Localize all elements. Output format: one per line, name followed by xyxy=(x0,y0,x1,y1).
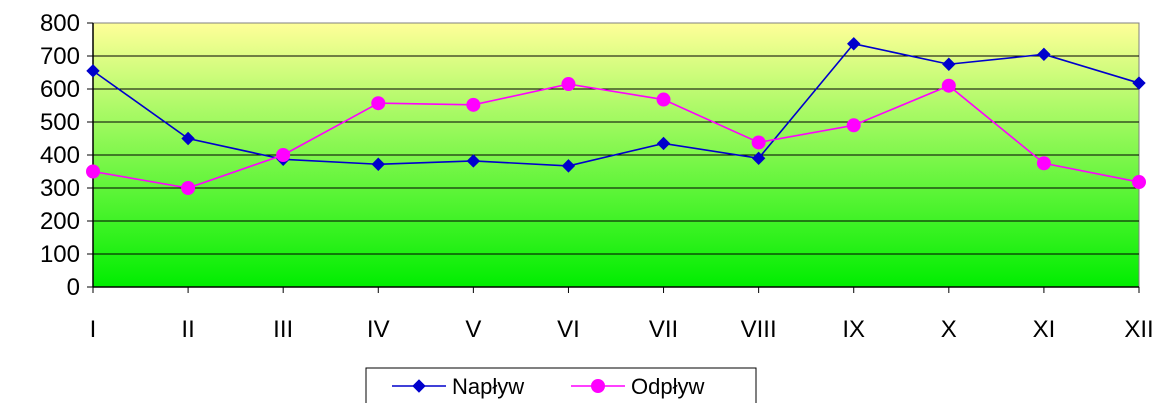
x-tick-label: XII xyxy=(1124,316,1153,343)
x-tick-label: VI xyxy=(557,316,580,343)
data-point xyxy=(751,135,766,150)
x-tick-label: XI xyxy=(1033,316,1056,343)
y-tick-label: 500 xyxy=(40,109,80,136)
y-tick-label: 0 xyxy=(67,274,80,301)
legend-marker xyxy=(412,379,426,393)
x-tick-label: VIII xyxy=(741,316,777,343)
data-point xyxy=(846,118,861,133)
y-tick-label: 700 xyxy=(40,43,80,70)
data-point xyxy=(656,136,671,151)
y-tick-label: 200 xyxy=(40,208,80,235)
data-point xyxy=(942,57,956,71)
data-point xyxy=(276,148,291,162)
data-point xyxy=(561,77,576,92)
y-tick-label: 400 xyxy=(40,142,80,169)
legend-label: Odpływ xyxy=(631,374,704,399)
x-tick-label: IX xyxy=(842,316,865,343)
legend: Napływ Odpływ xyxy=(365,367,757,405)
data-point xyxy=(941,78,956,93)
data-point xyxy=(1132,175,1146,190)
data-point xyxy=(86,64,100,78)
data-point xyxy=(181,181,196,195)
y-tick-label: 600 xyxy=(40,76,80,103)
y-tick-label: 800 xyxy=(40,10,80,37)
y-tick-label: 300 xyxy=(40,175,80,202)
legend-marker xyxy=(591,379,605,393)
data-point xyxy=(466,97,481,112)
data-point xyxy=(181,131,195,146)
x-tick-label: I xyxy=(90,316,97,343)
data-point xyxy=(371,96,386,111)
data-point xyxy=(561,159,576,173)
x-tick-label: II xyxy=(181,316,194,343)
x-tick-label: VII xyxy=(649,316,678,343)
x-tick-label: V xyxy=(465,316,481,343)
series-lines xyxy=(86,37,1146,195)
x-tick-label: IV xyxy=(367,316,390,343)
data-point xyxy=(1132,76,1146,90)
x-tick-label: X xyxy=(941,316,957,343)
data-point xyxy=(1037,47,1051,62)
data-point xyxy=(751,151,766,166)
series-line xyxy=(92,42,1140,167)
data-point xyxy=(466,154,481,168)
data-point xyxy=(371,157,385,171)
data-point xyxy=(656,92,671,107)
data-point xyxy=(1036,156,1051,171)
x-tick-label: III xyxy=(273,316,293,343)
data-point xyxy=(86,164,100,179)
series-line xyxy=(92,83,1140,189)
legend-label: Napływ xyxy=(452,374,524,399)
y-tick-label: 100 xyxy=(40,241,80,268)
gridlines xyxy=(93,55,1139,255)
data-point xyxy=(847,37,861,51)
